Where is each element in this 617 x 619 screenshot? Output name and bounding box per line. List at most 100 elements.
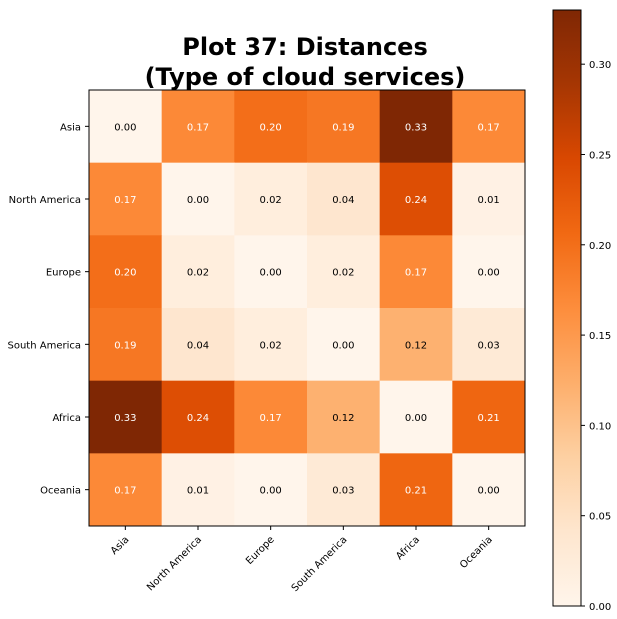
cell-value-label: 0.00 [187, 195, 209, 206]
heatmap-cell [89, 380, 163, 454]
cell-value-label: 0.04 [332, 195, 354, 206]
cell-value-label: 0.00 [478, 486, 500, 497]
row-tick-label: Africa [52, 413, 81, 424]
cell-value-label: 0.33 [114, 413, 136, 424]
cell-value-label: 0.17 [260, 413, 282, 424]
cell-value-label: 0.00 [332, 340, 354, 351]
cell-value-label: 0.24 [187, 413, 209, 424]
column-tick-labels: Asia North America Europe South America Afri… [109, 526, 495, 594]
heatmap-cell [161, 308, 235, 382]
colorbar-tick-label: 0.25 [589, 150, 611, 161]
heatmap-cell [307, 453, 381, 527]
heatmap-cell [234, 162, 308, 236]
colorbar [552, 9, 582, 607]
heatmap-cell [452, 90, 526, 164]
cell-value-label: 0.21 [405, 486, 427, 497]
heatmap-cell [452, 380, 526, 454]
cell-value-label: 0.24 [405, 195, 427, 206]
heatmap-cell [161, 90, 235, 164]
heatmap-cell [452, 453, 526, 527]
cell-value-label: 0.17 [405, 268, 427, 279]
colorbar-tick-label: 0.30 [589, 60, 611, 71]
heatmap-cell [89, 235, 163, 309]
heatmap-cell [307, 162, 381, 236]
heatmap-cell-labels: 0.00 0.17 0.20 0.19 0.33 0.17 0.17 0.00 0.02 0.04… [114, 122, 500, 496]
cell-value-label: 0.17 [114, 486, 136, 497]
cell-value-label: 0.02 [260, 340, 282, 351]
heatmap-cell [379, 235, 453, 309]
heatmap-cell [379, 90, 453, 164]
heatmap-cell [307, 90, 381, 164]
cell-value-label: 0.12 [405, 340, 427, 351]
heatmap-cell [379, 308, 453, 382]
cell-value-label: 0.02 [260, 195, 282, 206]
column-tick-label: Africa [394, 534, 422, 562]
cell-value-label: 0.20 [114, 268, 136, 279]
cell-value-label: 0.00 [405, 413, 427, 424]
heatmap-cell [379, 162, 453, 236]
heatmap-cell [89, 308, 163, 382]
cell-value-label: 0.17 [478, 122, 500, 133]
heatmap-cell [234, 308, 308, 382]
heatmap-cell [307, 308, 381, 382]
cell-value-label: 0.00 [260, 486, 282, 497]
colorbar-tick-label: 0.20 [589, 241, 611, 252]
chart-title-line-1: Plot 37: Distances [182, 33, 427, 61]
heatmap-cell [161, 380, 235, 454]
cell-value-label: 0.03 [332, 486, 354, 497]
cell-value-label: 0.17 [187, 122, 209, 133]
column-tick-label: Europe [244, 534, 277, 567]
heatmap-cell [161, 162, 235, 236]
heatmap-cell [234, 380, 308, 454]
cell-value-label: 0.02 [187, 268, 209, 279]
column-tick-label: North America [145, 534, 204, 593]
cell-value-label: 0.02 [332, 268, 354, 279]
heatmap-cell [379, 453, 453, 527]
row-tick-labels: Asia North America Europe South America Afri… [8, 122, 89, 497]
column-tick-label: South America [290, 534, 350, 594]
heatmap-cell [452, 162, 526, 236]
chart-title-line-2: (Type of cloud services) [145, 63, 466, 91]
cell-value-label: 0.01 [187, 486, 209, 497]
heatmap-cells [89, 90, 526, 527]
colorbar-tick-label: 0.00 [589, 602, 611, 613]
heatmap-cell [234, 453, 308, 527]
heatmap-cell [452, 308, 526, 382]
column-tick-label: Oceania [458, 534, 495, 571]
heatmap-cell [89, 162, 163, 236]
colorbar-tick-label: 0.15 [589, 331, 611, 342]
plot-frame [88, 89, 526, 527]
heatmap-cell [234, 90, 308, 164]
cell-value-label: 0.19 [332, 122, 354, 133]
cell-value-label: 0.12 [332, 413, 354, 424]
row-tick-label: North America [9, 195, 81, 206]
cell-value-label: 0.03 [478, 340, 500, 351]
row-tick-label: Oceania [40, 486, 81, 497]
cell-value-label: 0.20 [260, 122, 282, 133]
heatmap-cell [452, 235, 526, 309]
cell-value-label: 0.00 [114, 122, 136, 133]
heatmap-cell [89, 90, 163, 164]
cell-value-label: 0.04 [187, 340, 209, 351]
heatmap-cell [161, 235, 235, 309]
cell-value-label: 0.00 [260, 268, 282, 279]
row-tick-label: Asia [60, 122, 81, 133]
heatmap-cell [234, 235, 308, 309]
cell-value-label: 0.21 [478, 413, 500, 424]
heatmap-cell [379, 380, 453, 454]
row-tick-label: Europe [46, 268, 81, 279]
row-tick-label: South America [8, 340, 82, 351]
heatmap-cell [89, 453, 163, 527]
cell-value-label: 0.33 [405, 122, 427, 133]
cell-value-label: 0.17 [114, 195, 136, 206]
colorbar-ticks: 0.00 0.05 0.10 0.15 0.20 0.25 0.30 [581, 60, 611, 613]
column-tick-label: Asia [109, 534, 132, 557]
cell-value-label: 0.01 [478, 195, 500, 206]
cell-value-label: 0.00 [478, 268, 500, 279]
colorbar-tick-label: 0.10 [589, 421, 611, 432]
cell-value-label: 0.19 [114, 340, 136, 351]
heatmap-cell [307, 235, 381, 309]
colorbar-tick-label: 0.05 [589, 512, 611, 523]
heatmap-cell [307, 380, 381, 454]
